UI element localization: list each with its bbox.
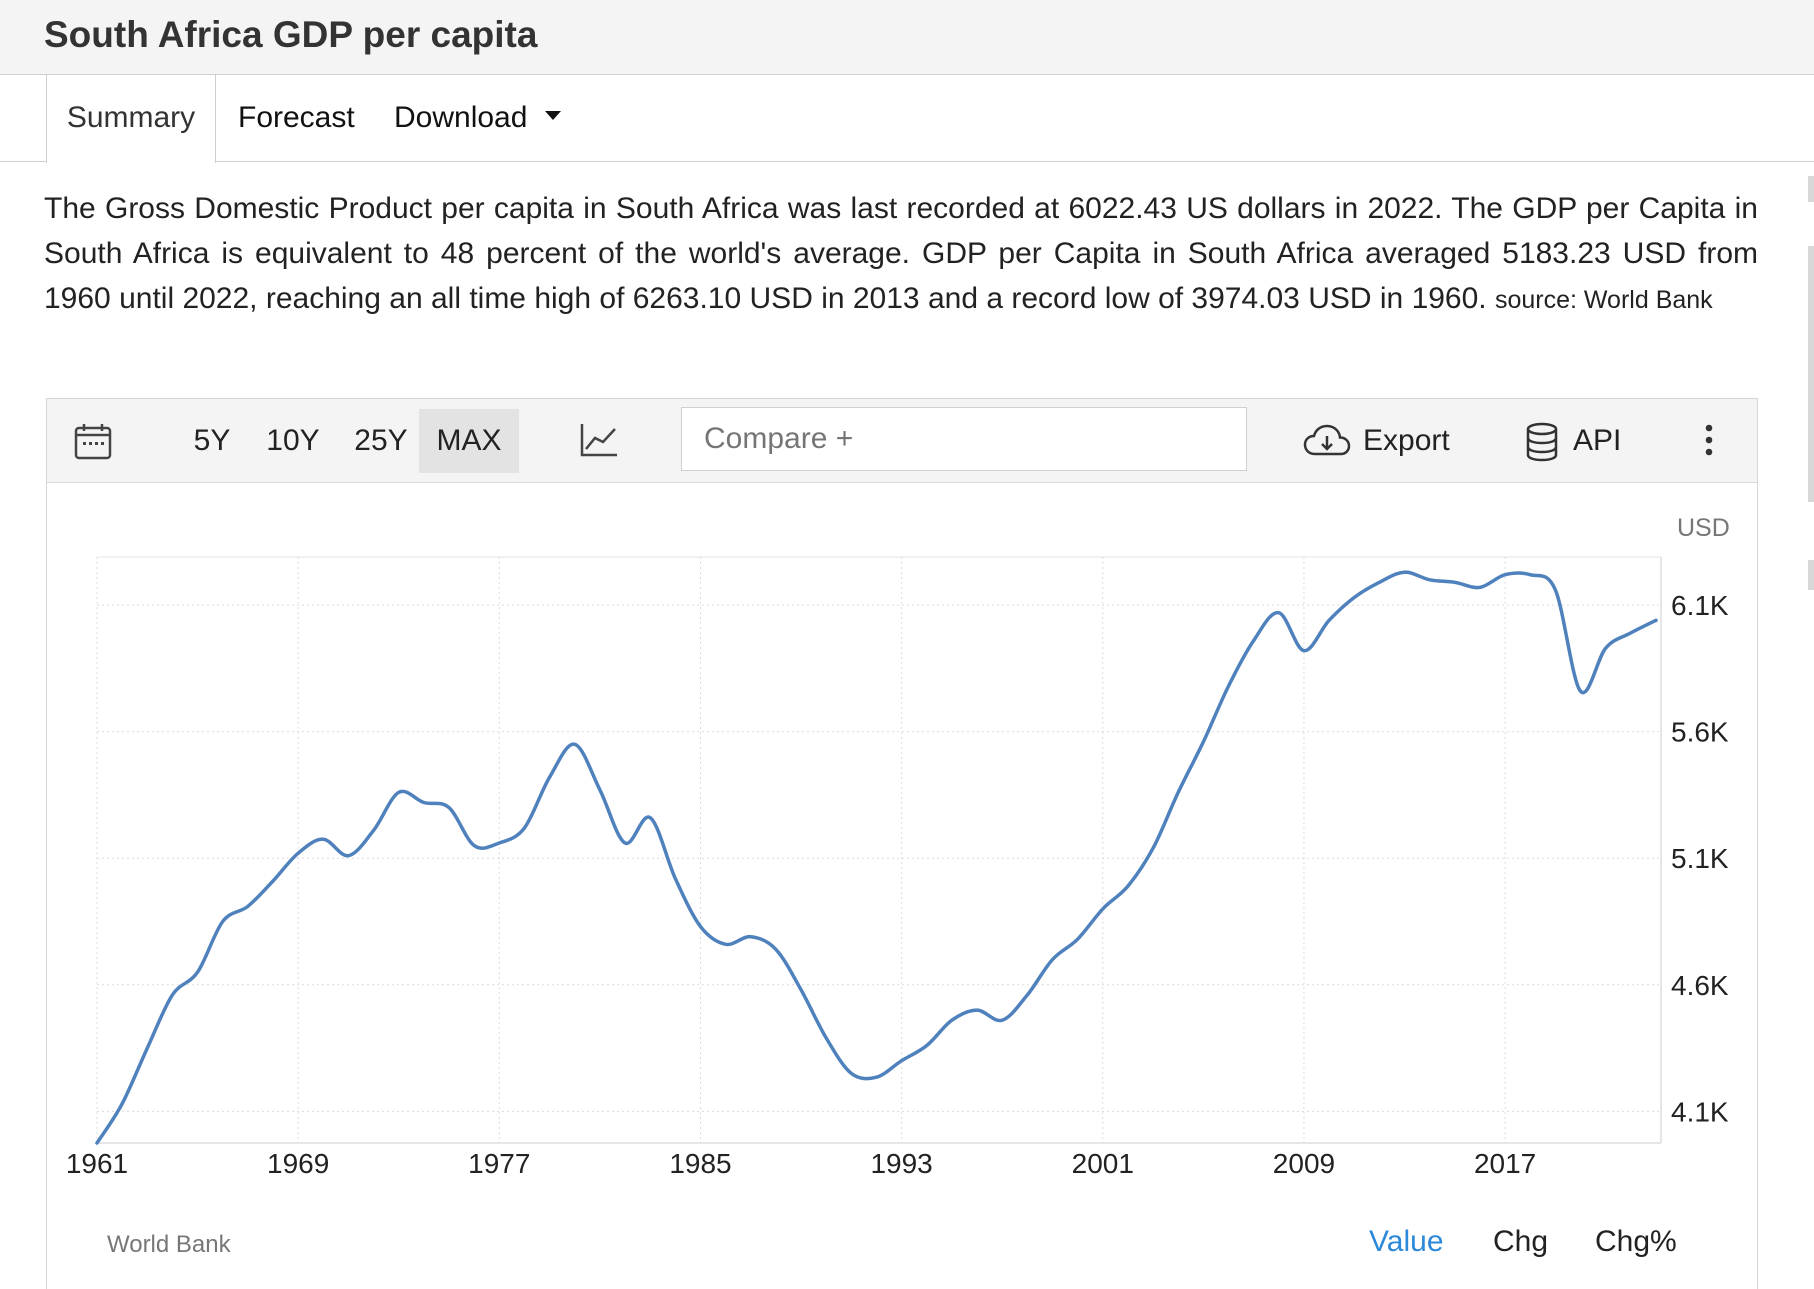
y-tick-label: 5.1K [1671,843,1729,874]
chart-series [95,570,1658,1145]
summary-source: source: World Bank [1494,286,1713,314]
page-title: South Africa GDP per capita [44,14,538,55]
chart-source-label: World Bank [107,1231,231,1258]
chart-grid [96,556,1661,1143]
y-tick-label: 4.1K [1671,1096,1729,1127]
mode-value-button[interactable]: Value [1369,1225,1444,1258]
api-label: API [1573,424,1622,457]
more-vertical-icon[interactable] [1703,423,1715,462]
cloud-download-icon [1303,424,1351,456]
range-max-button[interactable]: MAX [419,409,519,473]
tab-download-label: Download [394,101,528,134]
chart-tick-labels: 1961 1969 1977 1985 1993 2001 2009 2017 4.1K 4.6K… [66,590,1729,1179]
y-axis-unit-label: USD [1677,514,1730,542]
chart-toolbar: 5Y 10Y 25Y MAX Export API [47,399,1757,483]
x-tick-label: 1993 [870,1148,932,1179]
range-25y-button[interactable]: 25Y [354,424,408,457]
tab-summary[interactable]: Summary [46,75,216,163]
chart-axes [97,557,1662,1144]
x-tick-label: 2017 [1474,1148,1536,1179]
y-tick-label: 4.6K [1671,970,1729,1001]
export-label: Export [1363,424,1450,457]
compare-input[interactable] [681,407,1247,471]
series-line-gdp-per-capita [95,570,1658,1145]
x-tick-label: 1961 [66,1148,128,1179]
x-tick-label: 1977 [468,1148,530,1179]
x-tick-label: 1969 [267,1148,329,1179]
api-button[interactable]: API [1525,409,1645,473]
tab-bar: Summary Forecast Download [0,75,1814,163]
x-tick-label: 2001 [1072,1148,1134,1179]
calendar-icon[interactable] [73,421,113,466]
x-tick-label: 2009 [1273,1148,1335,1179]
summary-text: The Gross Domestic Product per capita in… [44,192,1758,315]
y-tick-label: 6.1K [1671,590,1729,621]
line-chart-icon[interactable] [579,421,619,464]
tab-forecast[interactable]: Forecast [238,101,355,134]
export-button[interactable]: Export [1303,409,1465,473]
database-icon [1526,422,1558,462]
scrollbar-fragment [1808,176,1814,202]
range-5y-button[interactable]: 5Y [193,424,231,457]
x-tick-label: 1985 [669,1148,731,1179]
page-header: South Africa GDP per capita [0,0,1814,75]
gdp-line-chart: USD 1961 1969 1977 1985 1993 2001 2009 2017 4.1K… [66,514,1730,1179]
scrollbar-fragment [1808,246,1814,502]
mode-chg-pct-button[interactable]: Chg% [1595,1225,1677,1258]
caret-down-icon [545,110,562,120]
y-tick-label: 5.6K [1671,717,1729,748]
chart-card: 5Y 10Y 25Y MAX Export API [46,398,1758,1289]
scrollbar-fragment [1808,560,1814,590]
summary-paragraph: The Gross Domestic Product per capita in… [44,186,1758,323]
range-10y-button[interactable]: 10Y [266,424,320,457]
mode-chg-button[interactable]: Chg [1493,1225,1549,1258]
tab-download[interactable]: Download [394,75,562,161]
